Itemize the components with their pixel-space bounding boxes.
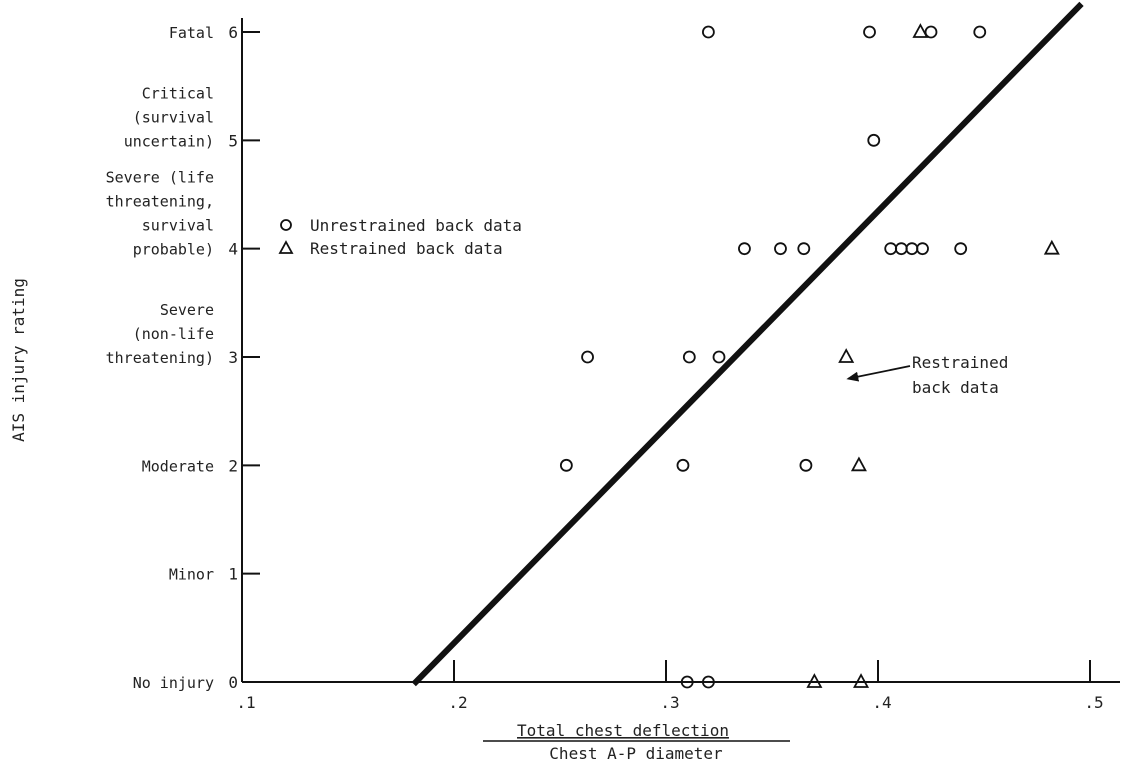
y-ticks: 0 1 2 3 4 5 6 xyxy=(228,23,260,692)
y-axis-title: AIS injury rating xyxy=(9,278,28,442)
point-unrestrained xyxy=(676,458,690,472)
y-category-label: No injury xyxy=(133,674,214,692)
y-category-label: Moderate xyxy=(142,457,214,475)
point-unrestrained xyxy=(867,133,881,147)
legend-label-restrained: Restrained back data xyxy=(310,239,503,258)
point-unrestrained xyxy=(924,25,938,39)
point-restrained xyxy=(806,673,823,688)
y-tick-label-5: 5 xyxy=(228,131,238,150)
x-ticks: .1 .2 .3 .4 .5 xyxy=(236,660,1104,712)
point-unrestrained xyxy=(954,242,968,256)
annotation: Restrained back data xyxy=(846,353,1008,397)
y-tick-label-1: 1 xyxy=(228,565,238,584)
point-unrestrained xyxy=(863,25,876,39)
point-unrestrained xyxy=(916,242,929,256)
point-unrestrained xyxy=(799,458,813,472)
x-tick-label-2: .3 xyxy=(660,693,679,712)
point-restrained xyxy=(838,348,855,363)
point-unrestrained xyxy=(738,242,751,256)
data-points xyxy=(559,23,1060,689)
y-category-label: Severe (life xyxy=(106,169,214,187)
regression-line xyxy=(411,1,1084,687)
x-tick-label-1: .2 xyxy=(448,693,467,712)
y-category-label: (non-life xyxy=(133,325,214,343)
y-tick-label-0: 0 xyxy=(228,673,238,692)
y-tick-label-6: 6 xyxy=(228,23,238,42)
x-tick-label-4: .5 xyxy=(1084,693,1103,712)
x-tick-label-3: .4 xyxy=(872,693,891,712)
point-unrestrained xyxy=(973,25,987,39)
y-category-labels: No injury Minor Moderate Severe (non-life thr… xyxy=(106,24,214,692)
point-unrestrained xyxy=(774,242,787,256)
x-axis-title-denominator: Chest A-P diameter xyxy=(549,744,723,763)
annotation-line-1: Restrained xyxy=(912,353,1008,372)
point-restrained xyxy=(853,673,870,688)
y-category-label: threatening, xyxy=(106,193,214,211)
point-restrained xyxy=(850,456,867,472)
legend-triangle-marker xyxy=(278,240,294,254)
y-category-label: threatening) xyxy=(106,349,214,367)
point-restrained xyxy=(912,23,929,38)
annotation-arrow xyxy=(846,365,911,382)
x-tick-label-0: .1 xyxy=(236,693,255,712)
y-category-label: Minor xyxy=(169,566,214,584)
y-category-label: uncertain) xyxy=(124,132,214,150)
point-unrestrained xyxy=(797,242,811,256)
y-category-label: Fatal xyxy=(169,24,214,42)
y-category-label: survival xyxy=(142,217,214,235)
y-category-label: (survival xyxy=(133,108,214,126)
point-unrestrained xyxy=(559,458,573,472)
y-category-label: Critical xyxy=(142,84,214,102)
point-unrestrained xyxy=(905,242,919,256)
y-tick-label-4: 4 xyxy=(228,240,238,259)
y-tick-label-2: 2 xyxy=(228,456,238,475)
legend-circle-marker xyxy=(280,219,292,231)
annotation-line-2: back data xyxy=(912,378,999,397)
point-unrestrained xyxy=(894,242,908,256)
y-category-label: probable) xyxy=(133,241,214,259)
point-unrestrained xyxy=(682,350,696,364)
x-axis-title-numerator: Total chest deflection xyxy=(517,721,729,740)
point-restrained xyxy=(1043,239,1060,255)
point-unrestrained xyxy=(712,350,726,364)
point-unrestrained xyxy=(702,25,715,39)
legend: Unrestrained back data Restrained back d… xyxy=(278,216,522,258)
y-category-label: Severe xyxy=(160,301,214,319)
y-tick-label-3: 3 xyxy=(228,348,238,367)
legend-label-unrestrained: Unrestrained back data xyxy=(310,216,522,235)
point-unrestrained xyxy=(884,242,898,256)
point-unrestrained xyxy=(581,350,594,364)
